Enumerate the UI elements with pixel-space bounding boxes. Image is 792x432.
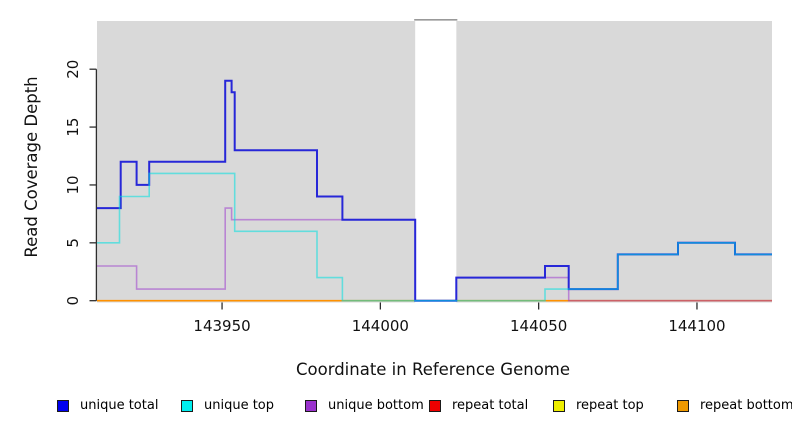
y-axis-title: Read Coverage Depth <box>22 76 41 257</box>
y-tick-label: 10 <box>64 175 82 194</box>
legend-label-repeat-total: repeat total <box>452 398 529 413</box>
legend-item-repeat-bottom: repeat bottom <box>677 399 792 413</box>
legend-item-unique-top: unique top <box>181 399 274 413</box>
legend-item-unique-bottom: unique bottom <box>305 399 424 413</box>
series-line-unique-bottom <box>97 207 772 302</box>
plot-area: 0 5 10 15 20 143950 144000 144050 144100 <box>64 18 772 335</box>
legend-chip-repeat-total <box>429 400 441 412</box>
chart-legend: unique total unique top unique bottom repea… <box>57 399 792 417</box>
y-tick-label: 15 <box>64 118 82 137</box>
legend-label-unique-top: unique top <box>204 398 275 413</box>
legend-item-repeat-top: repeat top <box>553 399 644 413</box>
series-line-unique-top <box>97 172 772 302</box>
coverage-chart: 0 5 10 15 20 143950 144000 144050 144100 Coordin… <box>22 18 772 379</box>
x-axis-title: Coordinate in Reference Genome <box>296 360 570 379</box>
y-tick-label: 0 <box>64 296 82 306</box>
legend-chip-repeat-bottom <box>677 400 689 412</box>
legend-chip-unique-top <box>181 400 193 412</box>
legend-label-unique-total: unique total <box>80 398 159 413</box>
y-tick-label: 5 <box>64 238 82 248</box>
x-tick-label: 144100 <box>668 317 725 335</box>
legend-label-repeat-top: repeat top <box>576 398 644 413</box>
legend-chip-unique-total <box>57 400 69 412</box>
legend-item-repeat-total: repeat total <box>429 399 528 413</box>
legend-label-unique-bottom: unique bottom <box>328 398 424 413</box>
x-tick-label: 144050 <box>510 317 567 335</box>
masked-gap-region <box>415 19 457 303</box>
x-tick-label: 143950 <box>193 317 250 335</box>
legend-chip-unique-bottom <box>305 400 317 412</box>
x-tick-label: 144000 <box>352 317 409 335</box>
y-tick-label: 20 <box>64 60 82 79</box>
legend-item-unique-total: unique total <box>57 399 158 413</box>
legend-chip-repeat-top <box>553 400 565 412</box>
legend-label-repeat-bottom: repeat bottom <box>700 398 792 413</box>
